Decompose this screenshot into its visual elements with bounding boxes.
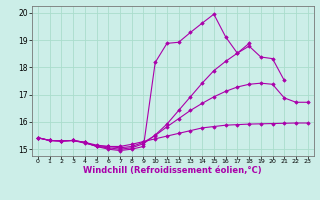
X-axis label: Windchill (Refroidissement éolien,°C): Windchill (Refroidissement éolien,°C) [84,166,262,175]
